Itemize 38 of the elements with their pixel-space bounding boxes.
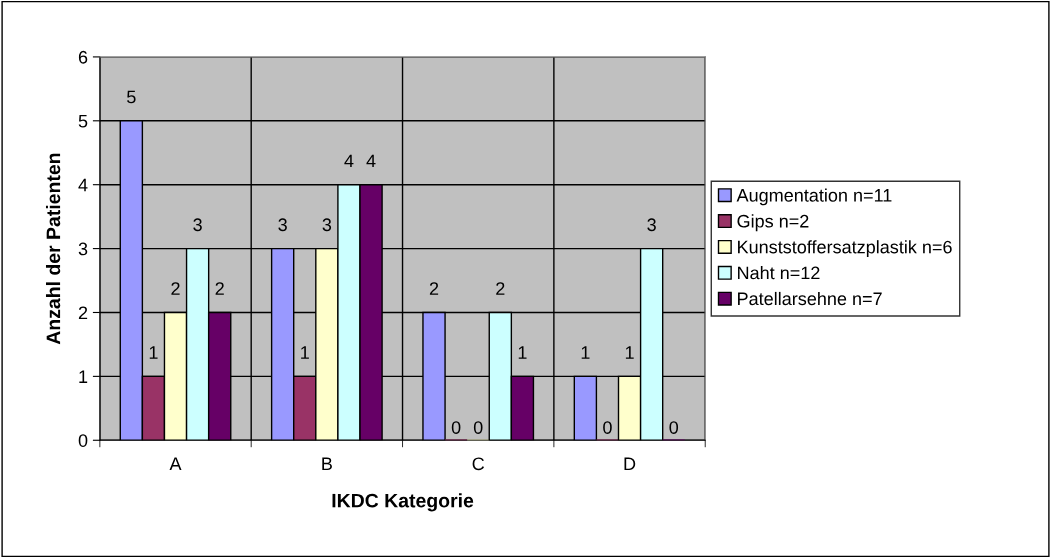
y-tick-label: 6 [78,50,88,64]
x-tick-label: C [472,457,485,471]
legend-label: Naht n=12 [738,266,820,280]
y-tick-label: 5 [78,114,88,128]
y-tick-label: 1 [79,370,88,383]
y-tick-label: 2 [78,306,88,320]
legend-label: Gips n=2 [737,214,809,232]
x-tick-label: D [624,457,636,471]
data-label: 4 [366,154,376,168]
y-axis-title: Anzahl der Patienten [45,153,61,345]
data-label: 1 [301,346,309,359]
data-label: 2 [171,282,180,295]
data-label: 1 [518,346,527,359]
x-tick-label: A [169,457,182,471]
data-label: 3 [647,218,656,232]
data-label: 0 [451,421,461,434]
data-label: 0 [669,421,679,434]
data-label: 1 [581,346,590,359]
data-label: 5 [127,90,136,104]
y-tick-label: 4 [78,178,88,192]
legend-label: Patellarsehne n=7 [738,291,882,306]
y-tick-label: 3 [78,242,88,256]
data-label: 2 [215,282,224,295]
data-label: 0 [603,421,612,434]
x-axis-title: IKDC Kategorie [332,493,474,512]
data-label: 3 [278,218,287,232]
data-label: 0 [473,421,483,434]
data-label: 1 [149,346,158,359]
data-label: 1 [625,346,634,359]
x-tick-label: B [322,457,332,471]
y-tick-label: 0 [78,434,88,447]
data-label: 3 [322,218,332,232]
legend-label: Augmentation n=11 [736,188,892,206]
data-label: 2 [496,282,505,295]
data-label: 4 [344,154,354,168]
data-label: 2 [429,282,439,295]
legend-label: Kunststoffersatzplastik n=6 [738,240,952,257]
data-label: 3 [193,218,202,232]
